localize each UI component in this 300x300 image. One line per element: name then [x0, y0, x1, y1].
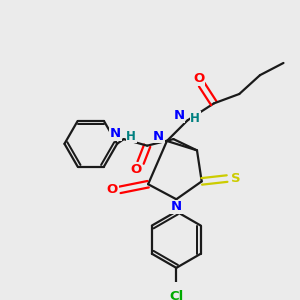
Text: O: O	[193, 72, 205, 86]
Text: S: S	[231, 172, 240, 185]
Text: N: N	[171, 200, 182, 213]
Text: H: H	[126, 130, 136, 143]
Text: N: N	[153, 130, 164, 143]
Text: Cl: Cl	[169, 290, 183, 300]
Text: H: H	[190, 112, 200, 125]
Text: N: N	[174, 109, 185, 122]
Text: O: O	[130, 163, 142, 176]
Text: N: N	[110, 127, 121, 140]
Text: O: O	[107, 183, 118, 196]
